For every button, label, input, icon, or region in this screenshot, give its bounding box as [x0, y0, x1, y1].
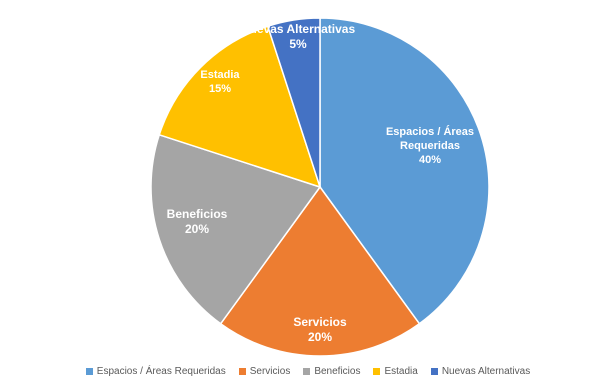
- pie-slice-estadia: [158, 25, 322, 189]
- data-label-espacios-areas-requeridas: Espacios / Áreas Requeridas 40%: [386, 125, 474, 166]
- pie-slices: [150, 17, 490, 357]
- legend-swatch: [373, 368, 381, 375]
- pie-slice-espacios-areas-requeridas: [319, 17, 490, 325]
- data-label-nuevas-alternativas: Nuevas Alternativas 5%: [241, 22, 356, 51]
- legend-swatch: [85, 368, 93, 375]
- data-label-estadia: Estadia 15%: [200, 69, 240, 95]
- legend-swatch: [303, 368, 311, 375]
- legend-label: Nuevas Alternativas: [441, 366, 531, 377]
- pie-slice-nuevas-alternativas: [266, 17, 321, 188]
- legend-label: Espacios / Áreas Requeridas: [96, 366, 226, 377]
- data-label-servicios: Servicios 20%: [293, 315, 347, 344]
- legend-item-estadia: Estadia: [373, 366, 418, 377]
- data-label-beneficios: Beneficios 20%: [167, 207, 228, 236]
- legend-item-servicios: Servicios: [238, 366, 291, 377]
- legend-label: Beneficios: [314, 366, 361, 377]
- pie-data-labels: Espacios / Áreas Requeridas 40% Servicios 20…: [167, 22, 474, 344]
- legend-swatch: [238, 368, 246, 375]
- legend-item-nuevas-alternativas: Nuevas Alternativas: [430, 366, 531, 377]
- legend-label: Servicios: [249, 366, 291, 377]
- legend-label: Estadia: [384, 366, 418, 377]
- legend-item-espacios-areas-requeridas: Espacios / Áreas Requeridas: [85, 366, 226, 377]
- pie-slice-beneficios: [150, 133, 322, 325]
- legend-item-beneficios: Beneficios: [303, 366, 360, 377]
- pie-slice-servicios: [219, 185, 421, 357]
- legend-swatch: [430, 368, 438, 375]
- chart-legend: Espacios / Áreas Requeridas Servicios Bene…: [0, 366, 616, 377]
